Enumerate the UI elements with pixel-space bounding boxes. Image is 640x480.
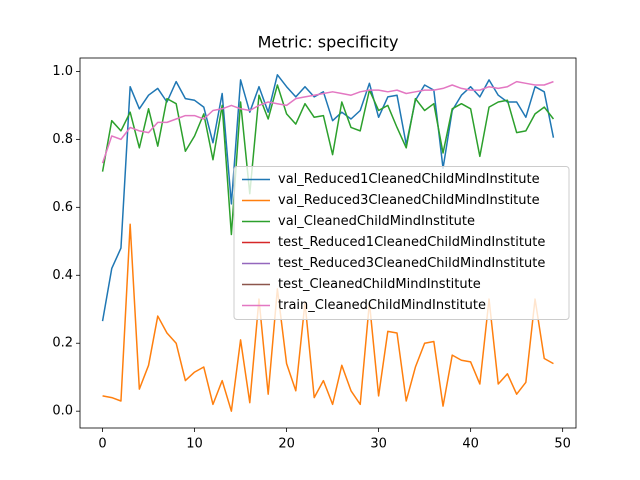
x-tick-label: 50 [554, 437, 571, 452]
x-tick-label: 20 [278, 437, 295, 452]
chart-title: Metric: specificity [258, 33, 399, 52]
y-tick-label: 0.6 [52, 200, 73, 215]
plot-frame [79, 57, 577, 429]
legend-label: val_CleanedChildMindInstitute [278, 214, 475, 229]
legend-label: test_Reduced3CleanedChildMindInstitute [278, 256, 545, 271]
series-line [101, 74, 555, 322]
legend-label: val_Reduced3CleanedChildMindInstitute [278, 193, 540, 208]
legend-label: train_CleanedChildMindInstitute [278, 298, 486, 313]
legend-label: test_CleanedChildMindInstitute [278, 277, 481, 292]
y-tick-label: 0.8 [52, 132, 73, 147]
x-tick-label: 40 [462, 437, 479, 452]
y-tick-label: 1.0 [52, 64, 73, 79]
series-line [101, 84, 555, 236]
legend-label: val_Reduced1CleanedChildMindInstitute [278, 172, 540, 187]
y-tick-label: 0.0 [52, 404, 73, 419]
x-tick-label: 10 [186, 437, 203, 452]
x-tick-label: 30 [370, 437, 387, 452]
legend-label: test_Reduced1CleanedChildMindInstitute [278, 235, 545, 250]
series-line [101, 80, 554, 164]
y-tick-label: 0.4 [52, 268, 73, 283]
x-tick-label: 0 [98, 437, 106, 452]
legend-box [233, 166, 570, 320]
y-tick-label: 0.2 [52, 336, 73, 351]
series-line [102, 223, 554, 412]
